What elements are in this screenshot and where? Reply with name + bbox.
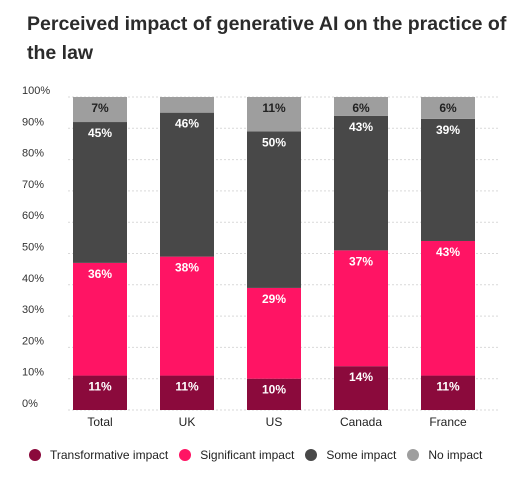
legend-label-significant: Significant impact [200,448,295,462]
data-label: 7% [91,101,109,115]
legend-label-transformative: Transformative impact [50,448,169,462]
data-label: 36% [88,267,112,281]
data-label: 14% [349,370,373,384]
data-label: 11% [88,380,112,394]
data-label: 6% [439,101,457,115]
bar-segment [334,250,388,367]
x-category-label: Total [87,415,112,429]
y-tick-label: 100% [22,85,50,97]
bar-segment [421,118,475,241]
y-tick-label: 80% [22,148,44,160]
bar-segment [247,378,301,410]
legend-label-some: Some impact [326,448,397,462]
bar-segment [160,97,214,113]
y-tick-label: 70% [22,179,44,191]
legend-swatch-none [407,449,420,461]
y-tick-label: 60% [22,210,44,222]
y-tick-label: 10% [22,367,44,379]
chart-legend: Transformative impact Significant impact… [29,448,493,462]
y-tick-label: 50% [22,242,44,254]
y-tick-label: 40% [22,273,44,285]
data-label: 38% [175,261,199,275]
x-category-label: UK [179,415,196,429]
legend-swatch-transformative [29,449,41,461]
legend-item-some: Some impact [305,448,396,462]
stacked-bar-chart: 0% 10% 20% 30% 40% 50% 60% 70% 80% 90% 100% 11% 36% 4… [22,85,500,429]
data-label: 11% [262,101,286,115]
data-label: 39% [436,123,460,137]
data-label: 43% [349,120,373,134]
legend-item-none: No impact [407,448,482,462]
bar-segment [73,122,127,263]
x-category-label: France [429,415,467,429]
data-label: 45% [88,126,112,140]
bar-segment [160,375,214,410]
legend-swatch-significant [179,449,192,461]
data-label: 46% [175,117,199,131]
legend-swatch-some [305,449,318,461]
bar-segment [247,131,301,288]
bar-segment [334,366,388,410]
bar-segment [334,97,388,116]
x-category-label: Canada [340,415,382,429]
data-label: 29% [262,292,286,306]
data-label: 11% [175,380,199,394]
legend-item-significant: Significant impact [179,448,294,462]
bar-segment [160,112,214,257]
bar-segment [160,256,214,376]
y-tick-label: 90% [22,116,44,128]
legend-item-transformative: Transformative impact [29,448,168,462]
y-tick-label: 0% [22,398,38,410]
bar-segment [73,97,127,123]
legend-label-none: No impact [428,448,483,462]
data-label: 43% [436,245,460,259]
bar-segment [247,97,301,132]
data-label: 11% [436,380,460,394]
bar-segment [73,262,127,376]
bar-segment [73,375,127,410]
bar-segment [247,287,301,379]
x-category-label: US [266,415,283,429]
chart-title: Perceived impact of generative AI on the… [27,13,507,64]
data-label: 37% [349,254,373,268]
data-label: 50% [262,135,286,149]
data-label: 10% [262,383,286,397]
y-tick-label: 20% [22,335,44,347]
bar-segment [334,115,388,251]
bar-segment [421,240,475,376]
y-tick-label: 30% [22,304,44,316]
bar-segment [421,375,475,410]
bar-segment [421,97,475,119]
data-label: 6% [352,101,370,115]
